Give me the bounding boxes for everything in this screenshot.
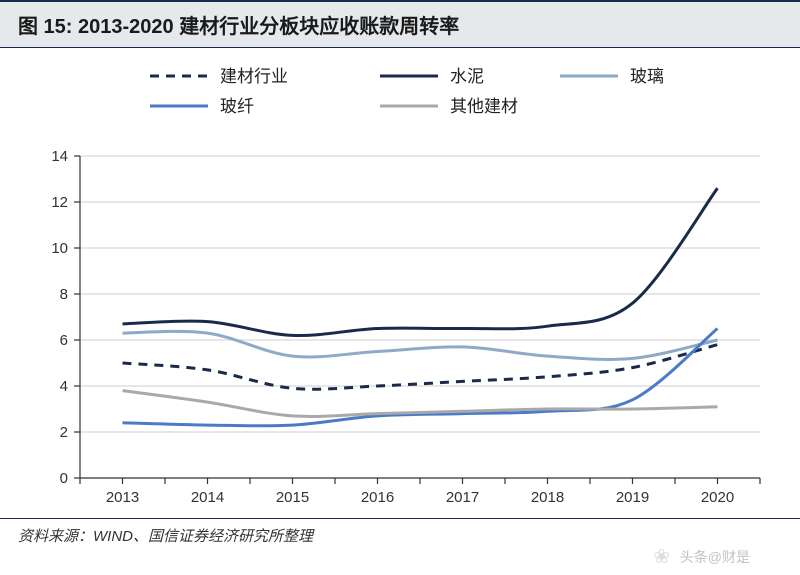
y-tick-label: 10: [51, 240, 68, 257]
x-tick-label: 2014: [191, 489, 224, 506]
watermark-logo-icon: ❀: [653, 544, 670, 569]
watermark-text: 头条@财是: [680, 547, 750, 567]
source-wrap: 资料来源：WIND、国信证券经济研究所整理: [0, 518, 800, 546]
y-tick-label: 8: [60, 286, 68, 303]
series-other: [123, 391, 718, 417]
y-tick-label: 0: [60, 470, 68, 487]
legend-label-fiber: 玻纤: [220, 97, 254, 116]
legend-label-industry: 建材行业: [220, 67, 288, 86]
chart-title: 图 15: 2013-2020 建材行业分板块应收账款周转率: [18, 16, 459, 38]
chart-title-bar: 图 15: 2013-2020 建材行业分板块应收账款周转率: [0, 0, 800, 47]
legend-label-other: 其他建材: [450, 97, 518, 116]
legend-label-glass: 玻璃: [630, 67, 664, 86]
x-tick-label: 2016: [361, 489, 394, 506]
series-cement: [123, 188, 718, 335]
x-tick-label: 2020: [701, 489, 734, 506]
legend-label-cement: 水泥: [450, 67, 484, 86]
y-tick-label: 12: [51, 194, 68, 211]
y-tick-label: 4: [60, 378, 68, 395]
x-tick-label: 2018: [531, 489, 564, 506]
y-tick-label: 2: [60, 424, 68, 441]
x-tick-label: 2015: [276, 489, 309, 506]
line-chart: 0 2 4 6 8 10 12 14 2013 2014 2015 2016 2017 2018 2019 2…: [0, 48, 800, 518]
y-tick-label: 14: [51, 148, 68, 165]
series-glass: [123, 331, 718, 359]
chart-container: 0 2 4 6 8 10 12 14 2013 2014 2015 2016 2017 2018 2019 2…: [0, 48, 800, 518]
series-industry: [123, 345, 718, 390]
x-tick-label: 2019: [616, 489, 649, 506]
y-tick-label: 6: [60, 332, 68, 349]
x-tick-label: 2017: [446, 489, 479, 506]
x-tick-label: 2013: [106, 489, 139, 506]
source-text: 资料来源：WIND、国信证券经济研究所整理: [18, 528, 313, 545]
